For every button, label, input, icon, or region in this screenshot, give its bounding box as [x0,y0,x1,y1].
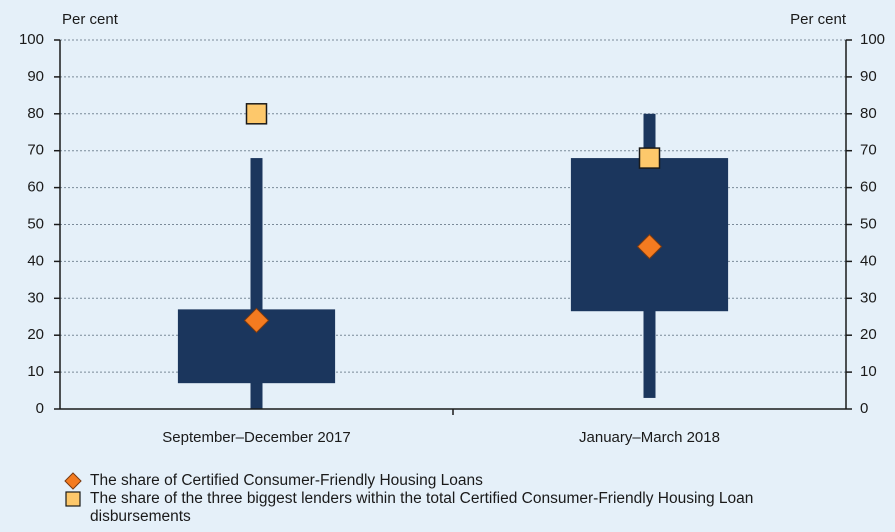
y2-tick-label: 30 [860,289,877,306]
y-tick-label: 0 [36,400,44,417]
y-tick-label: 10 [27,363,44,380]
legend-marker [65,491,81,507]
y2-tick-label: 80 [860,105,877,122]
y-tick-label: 40 [27,252,44,269]
square-marker [245,103,268,125]
x-tick-label: September–December 2017 [162,429,350,446]
y-tick-label: 60 [27,179,44,196]
x-tick-label: January–March 2018 [579,429,720,446]
y-tick-label: 50 [27,215,44,232]
y-tick-label: 30 [27,289,44,306]
legend-marker [64,472,82,490]
y-tick-label: 20 [27,326,44,343]
y-tick-label: 100 [19,31,44,48]
y2-tick-label: 100 [860,31,885,48]
y2-tick-label: 20 [860,326,877,343]
y2-tick-label: 50 [860,215,877,232]
y2-tick-label: 60 [860,179,877,196]
y-axis-label: Per cent [62,11,119,28]
y2-tick-label: 10 [860,363,877,380]
diamond-marker [243,307,270,334]
y2-tick-label: 90 [860,68,877,85]
diamond-marker [636,233,663,260]
square-marker [638,147,661,169]
y2-axis-label: Per cent [790,11,847,28]
y-tick-label: 70 [27,142,44,159]
y-tick-label: 90 [27,68,44,85]
y-tick-label: 80 [27,105,44,122]
y2-tick-label: 40 [860,252,877,269]
y2-tick-label: 70 [860,142,877,159]
y2-tick-label: 0 [860,400,868,417]
legend-label: The share of Certified Consumer-Friendly… [90,472,483,489]
legend-label: The share of the three biggest lenders w… [90,490,754,525]
